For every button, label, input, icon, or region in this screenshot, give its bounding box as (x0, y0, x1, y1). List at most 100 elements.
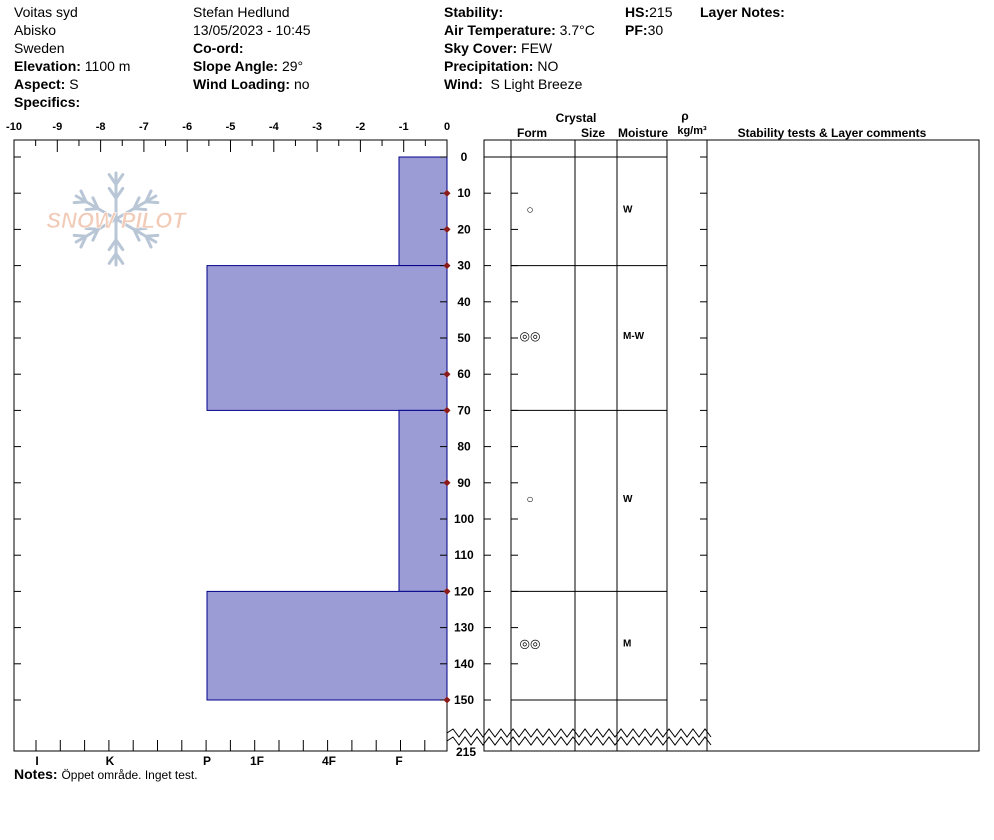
wind-loading-value: no (293, 76, 310, 92)
specifics-label: Specifics: (14, 94, 81, 110)
hs-value: 215 (649, 4, 673, 20)
snowflake-branch (84, 207, 100, 212)
temp-tick-label: -1 (399, 121, 409, 133)
stability-row: Stability: (444, 3, 595, 21)
hardness-axis: I K P 1F 4F F (35, 740, 426, 768)
layer-notes-label: Layer Notes: (700, 4, 785, 20)
snowflake-branch (91, 227, 100, 242)
hardness-layer-bar (206, 590, 448, 701)
density-rho-header: ρ (681, 109, 688, 123)
temperature-marker (443, 696, 451, 704)
coord-label: Co-ord: (193, 40, 244, 56)
slope-value: 29° (281, 58, 304, 74)
snowflake-branch (132, 196, 141, 211)
snowflake-branch (132, 226, 148, 231)
air-temp-label: Air Temperature: (444, 22, 556, 38)
moisture-value: M (623, 639, 631, 650)
pf-label: PF: (625, 22, 648, 38)
moisture-value: W (623, 204, 633, 215)
header-weather-block: Stability: Air Temperature: 3.7°C Sky Co… (444, 3, 595, 93)
depth-tick-label: 60 (457, 367, 471, 381)
depth-tick-label: 120 (454, 584, 474, 598)
moisture-value: M-W (623, 331, 645, 342)
density-unit-header: kg/m³ (677, 125, 707, 137)
specifics-row: Specifics: (14, 93, 130, 111)
snowflake-branch (114, 252, 125, 265)
depth-tick-label: 90 (457, 476, 471, 490)
layer-table-frame (483, 139, 980, 752)
slope-label: Slope Angle: (193, 58, 279, 74)
hs-label: HS: (625, 4, 650, 20)
crystal-form-symbol: ○ (526, 202, 533, 216)
header-snow-block: HS:215 PF:30 (625, 3, 672, 39)
snowflake-branch (79, 189, 88, 204)
snowflake-branch (132, 227, 141, 242)
temperature-markers (443, 189, 451, 704)
crystal-form-symbol: ◎◎ (520, 329, 541, 343)
snowflake-branch (144, 189, 153, 204)
temp-tick-label: -5 (226, 121, 236, 133)
hardness-layer-bar (206, 265, 448, 411)
temp-tick-label: -10 (6, 121, 22, 133)
precip-row: Precipitation: NO (444, 57, 595, 75)
aspect-value: S (69, 76, 79, 92)
temperature-marker (443, 370, 451, 378)
observation-datetime: 13/05/2023 - 10:45 (193, 22, 311, 38)
snowflake-branch (132, 207, 148, 212)
hardness-tick-label: P (203, 754, 211, 768)
sky-row: Sky Cover: FEW (444, 39, 595, 57)
temperature-marker (443, 479, 451, 487)
temperature-axis: -10 -9 -8 -7 -6 -5 -4 -3 -2 -1 0 (6, 121, 450, 152)
depth-tick-label: 30 (457, 259, 471, 273)
stability-label: Stability: (444, 4, 504, 20)
snowflake-branch (107, 252, 118, 265)
crystal-form-symbol: ◎◎ (520, 637, 541, 651)
wind-loading-label: Wind Loading: (193, 76, 291, 92)
moisture-value: W (623, 494, 633, 505)
wind-loading-row: Wind Loading: no (193, 75, 311, 93)
precip-value: NO (537, 58, 559, 74)
snowpilot-logo: SNOW PILOT (46, 171, 188, 267)
form-header: Form (517, 126, 547, 140)
pf-value: 30 (647, 22, 664, 38)
stability-tests-header: Stability tests & Layer comments (738, 126, 927, 140)
notes-label: Notes: (14, 766, 58, 782)
depth-tick-label: 40 (457, 295, 471, 309)
snowflake-branch (114, 173, 125, 186)
temp-tick-label: -8 (96, 121, 106, 133)
snowflake-branch (144, 233, 160, 238)
depth-tick-label: 100 (454, 512, 474, 526)
air-temp-value: 3.7°C (559, 22, 595, 38)
temp-tick-label: -7 (139, 121, 149, 133)
elevation-label: Elevation: (14, 58, 81, 74)
depth-break-zigzag (446, 728, 712, 746)
temp-tick-label: -3 (312, 121, 322, 133)
logo-text: SNOW PILOT (46, 208, 187, 233)
country-name: Sweden (14, 40, 65, 56)
temperature-marker (443, 262, 451, 270)
hardness-tick-label: F (395, 754, 402, 768)
slope-row: Slope Angle: 29° (193, 57, 311, 75)
temperature-marker (443, 225, 451, 233)
snowflake-branch (107, 186, 118, 200)
layer-notes-heading: Layer Notes: (700, 3, 785, 21)
snowflake-branch (144, 234, 153, 249)
hardness-tick-label: K (106, 754, 115, 768)
snowflake-branch (114, 238, 125, 252)
depth-tick-label: 130 (454, 621, 474, 635)
snowflake-branch (91, 196, 100, 211)
notes-text: Öppet område. Inget test. (61, 768, 198, 782)
hardness-tick-label: 1F (250, 754, 264, 768)
hardness-tick-label: 4F (322, 754, 336, 768)
aspect-row: Aspect: S (14, 75, 130, 93)
temp-tick-label: 0 (444, 121, 450, 133)
wind-label: Wind: (444, 76, 483, 92)
moisture-header: Moisture (618, 126, 668, 140)
snowflake-branch (79, 234, 88, 249)
snowflake-branch (114, 186, 125, 200)
air-temp-row: Air Temperature: 3.7°C (444, 21, 595, 39)
location-name: Voitas syd (14, 4, 78, 20)
notes-row: Notes: Öppet område. Inget test. (14, 766, 198, 782)
temp-tick-label: -2 (356, 121, 366, 133)
